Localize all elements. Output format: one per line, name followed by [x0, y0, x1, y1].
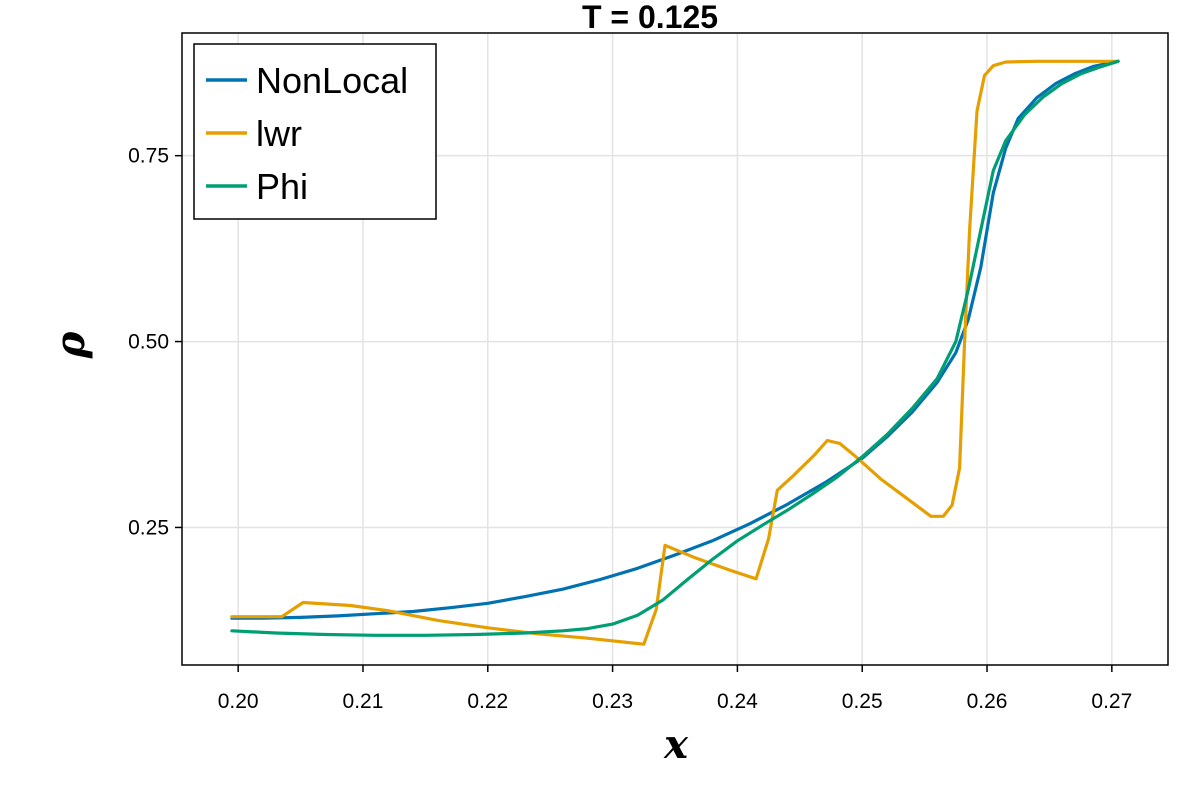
x-tick-label: 0.22	[467, 690, 508, 713]
x-axis-label: x	[663, 721, 689, 768]
x-tick-label: 0.27	[1091, 690, 1132, 713]
legend: NonLocal lwr Phi	[193, 43, 437, 220]
series-line-lwr	[230, 59, 1120, 646]
series-line-nonlocal	[230, 59, 1120, 620]
legend-label-nonlocal: NonLocal	[256, 60, 408, 101]
x-tick-label: 0.25	[842, 690, 883, 713]
legend-label-lwr: lwr	[256, 113, 302, 154]
series-line-phi	[230, 59, 1120, 637]
chart-title: T = 0.125	[582, 0, 718, 35]
x-tick-label: 0.21	[343, 690, 384, 713]
y-axis-label: ρ	[47, 331, 94, 359]
y-tick-label: 0.25	[128, 516, 169, 539]
y-tick-label: 0.50	[128, 331, 169, 354]
series-lines	[230, 59, 1120, 646]
axis-ticks: 0.20 0.21 0.22 0.23 0.24 0.25 0.26 0.27 0.25 0.50…	[128, 145, 1132, 713]
x-tick-label: 0.20	[218, 690, 259, 713]
x-tick-label: 0.23	[592, 690, 633, 713]
x-tick-label: 0.26	[967, 690, 1008, 713]
x-tick-label: 0.24	[717, 690, 758, 713]
y-tick-label: 0.75	[128, 145, 169, 168]
plot-frame	[181, 32, 1169, 666]
legend-label-phi: Phi	[256, 166, 308, 207]
